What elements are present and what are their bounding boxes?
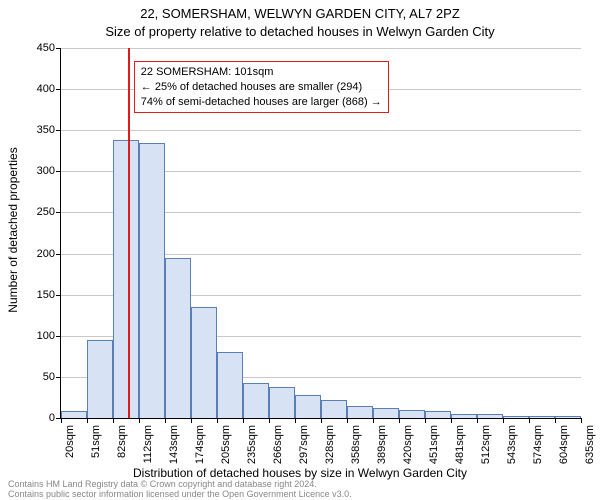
x-tick-label: 112sqm [142, 425, 154, 463]
x-tick-mark [477, 418, 478, 423]
x-tick-label: 143sqm [168, 425, 180, 464]
x-tick-label: 297sqm [298, 425, 310, 464]
x-tick-mark [321, 418, 322, 423]
title-address: 22, SOMERSHAM, WELWYN GARDEN CITY, AL7 2… [0, 6, 600, 21]
x-tick-label: 51sqm [90, 425, 102, 458]
histogram-bar [243, 383, 269, 418]
x-tick-label: 543sqm [506, 425, 518, 464]
histogram-bar [373, 408, 399, 418]
chart-plot-area: 22 SOMERSHAM: 101sqm← 25% of detached ho… [60, 48, 581, 419]
histogram-bar [399, 410, 425, 418]
histogram-bar [451, 414, 477, 418]
x-tick-mark [425, 418, 426, 423]
histogram-bar [555, 416, 581, 418]
histogram-bar [269, 387, 295, 418]
y-tick-label: 200 [15, 248, 55, 260]
x-tick-label: 20sqm [64, 425, 76, 458]
y-tick-mark [56, 336, 61, 337]
y-tick-label: 300 [15, 165, 55, 177]
property-marker-line [128, 48, 130, 418]
x-tick-mark [191, 418, 192, 423]
x-tick-label: 574sqm [532, 425, 544, 464]
histogram-bar [295, 395, 321, 418]
y-tick-label: 450 [15, 42, 55, 54]
x-tick-mark [217, 418, 218, 423]
x-tick-label: 512sqm [480, 425, 492, 464]
x-tick-label: 174sqm [194, 425, 206, 464]
x-tick-mark [87, 418, 88, 423]
x-tick-label: 604sqm [558, 425, 570, 464]
annotation-line3: 74% of semi-detached houses are larger (… [141, 95, 382, 110]
x-tick-mark [555, 418, 556, 423]
histogram-bar [425, 411, 451, 418]
histogram-bar [321, 400, 347, 418]
x-tick-mark [113, 418, 114, 423]
footer-line2: Contains public sector information licen… [8, 490, 352, 500]
histogram-bar [191, 307, 217, 418]
y-tick-mark [56, 89, 61, 90]
histogram-bar [529, 416, 555, 418]
y-tick-label: 150 [15, 289, 55, 301]
y-tick-mark [56, 171, 61, 172]
x-tick-mark [61, 418, 62, 423]
x-tick-mark [399, 418, 400, 423]
y-tick-label: 100 [15, 330, 55, 342]
x-tick-label: 481sqm [454, 425, 466, 464]
x-axis-label: Distribution of detached houses by size … [0, 466, 600, 480]
histogram-bar [139, 143, 165, 418]
x-tick-mark [503, 418, 504, 423]
x-tick-mark [373, 418, 374, 423]
y-tick-label: 250 [15, 206, 55, 218]
y-tick-label: 350 [15, 124, 55, 136]
x-tick-mark [529, 418, 530, 423]
x-tick-mark [139, 418, 140, 423]
gridline [61, 130, 581, 131]
y-tick-label: 0 [15, 412, 55, 424]
y-tick-mark [56, 295, 61, 296]
x-tick-mark [451, 418, 452, 423]
title-subtitle: Size of property relative to detached ho… [0, 24, 600, 39]
y-tick-mark [56, 212, 61, 213]
x-tick-label: 635sqm [584, 425, 596, 464]
y-tick-mark [56, 377, 61, 378]
histogram-bar [113, 140, 139, 418]
x-tick-mark [165, 418, 166, 423]
y-tick-mark [56, 254, 61, 255]
histogram-bar [61, 411, 87, 418]
x-tick-label: 82sqm [116, 425, 128, 458]
x-tick-label: 451sqm [428, 425, 440, 464]
x-tick-mark [243, 418, 244, 423]
annotation-box: 22 SOMERSHAM: 101sqm← 25% of detached ho… [134, 61, 389, 114]
histogram-bar [347, 406, 373, 418]
x-tick-label: 389sqm [376, 425, 388, 464]
y-tick-label: 50 [15, 371, 55, 383]
x-tick-mark [295, 418, 296, 423]
histogram-bar [477, 414, 503, 418]
gridline [61, 48, 581, 49]
x-tick-mark [269, 418, 270, 423]
annotation-line2: ← 25% of detached houses are smaller (29… [141, 80, 382, 95]
x-tick-label: 328sqm [324, 425, 336, 464]
footer-attribution: Contains HM Land Registry data © Crown c… [8, 480, 352, 500]
histogram-bar [165, 258, 191, 418]
histogram-bar [503, 416, 529, 418]
histogram-bar [217, 352, 243, 418]
x-tick-label: 358sqm [350, 425, 362, 464]
x-tick-label: 205sqm [220, 425, 232, 464]
x-tick-label: 266sqm [272, 425, 284, 464]
y-tick-mark [56, 48, 61, 49]
histogram-bar [87, 340, 113, 418]
x-tick-mark [581, 418, 582, 423]
y-tick-mark [56, 130, 61, 131]
y-tick-label: 400 [15, 83, 55, 95]
annotation-line1: 22 SOMERSHAM: 101sqm [141, 65, 382, 80]
x-tick-label: 420sqm [402, 425, 414, 464]
x-tick-mark [347, 418, 348, 423]
x-tick-label: 235sqm [246, 425, 258, 464]
